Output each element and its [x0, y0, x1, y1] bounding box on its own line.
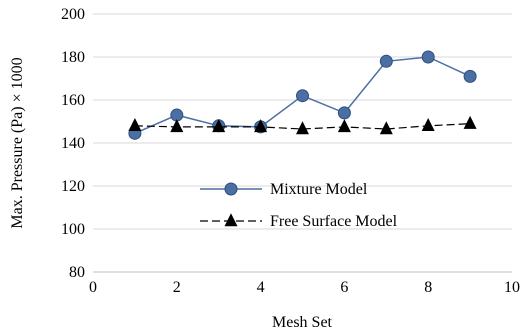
y-tick-label: 120	[61, 178, 85, 195]
series-free-surface-model	[128, 115, 477, 135]
x-tick-label: 2	[173, 279, 181, 296]
y-tick-label: 200	[61, 6, 85, 23]
data-point	[421, 50, 435, 64]
data-point	[337, 119, 351, 133]
y-tick-label: 180	[61, 49, 85, 66]
tick-labels: 80 100 120 140 160 180 200 0 2 4 6 8 10	[61, 6, 520, 296]
legend-marker	[224, 182, 238, 196]
data-point	[379, 54, 393, 68]
series-line	[134, 123, 471, 130]
data-point	[128, 118, 142, 131]
data-point	[254, 119, 268, 133]
x-tick-label: 6	[340, 279, 348, 296]
y-tick-label: 80	[69, 264, 85, 281]
legend-marker	[224, 213, 238, 227]
x-tick-label: 8	[424, 279, 432, 296]
legend-label: Free Surface Model	[270, 213, 398, 230]
data-point	[463, 115, 477, 129]
x-tick-label: 4	[257, 279, 265, 296]
data-point	[463, 69, 477, 83]
gridlines	[93, 13, 512, 230]
x-tick-label: 10	[504, 279, 520, 296]
y-tick-label: 140	[61, 135, 85, 152]
data-point	[296, 89, 309, 103]
x-tick-label: 0	[89, 279, 97, 296]
y-axis-label: Max. Pressure (Pa) × 1000	[9, 57, 26, 228]
series-layer	[128, 50, 477, 140]
data-point	[337, 106, 351, 120]
data-point	[421, 118, 435, 131]
data-point	[296, 121, 309, 135]
x-axis-label: Mesh Set	[272, 314, 333, 331]
data-point	[212, 119, 226, 133]
y-tick-label: 100	[61, 221, 85, 238]
y-tick-label: 160	[61, 92, 85, 109]
legend-label: Mixture Model	[270, 181, 368, 198]
data-point	[170, 119, 184, 133]
legend: Mixture Model Free Surface Model	[200, 181, 398, 230]
data-point	[379, 121, 393, 135]
